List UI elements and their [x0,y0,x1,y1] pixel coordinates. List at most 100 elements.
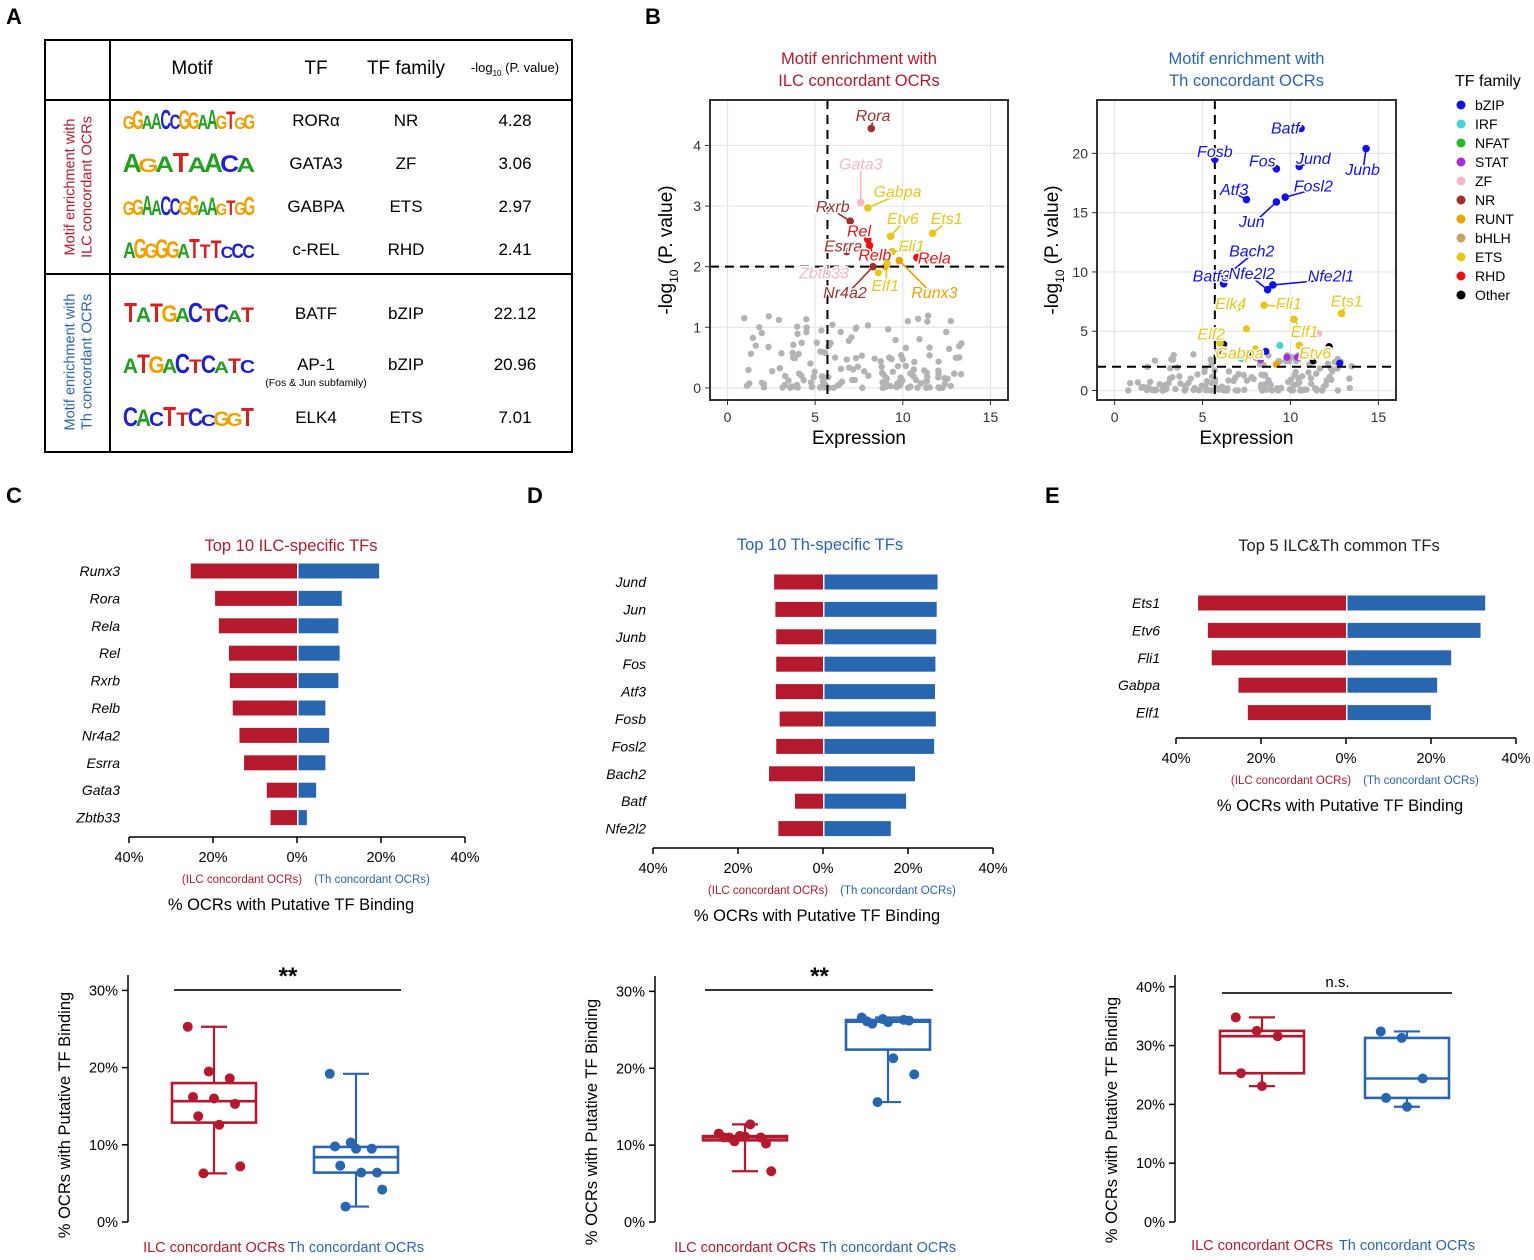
group-label-line: Th concordant OCRs [80,294,96,430]
tf-family: RHD [388,240,425,259]
point-gabpa [1251,345,1260,353]
background-point [914,315,922,323]
point-rora [867,124,876,133]
category-label: Jun [622,601,646,617]
logo-letter: C [240,357,255,377]
y-tick-label: 10% [616,1138,645,1154]
background-point [1316,365,1324,372]
data-point [1417,1073,1428,1084]
group-label: ILC concordant OCRs [674,1240,816,1256]
point-batf3 [1219,279,1228,288]
bar-th [824,629,937,645]
point-label: Ets1 [931,211,963,228]
legend-label: NR [1475,192,1495,208]
right-group-label: (Th concordant OCRs) [1363,775,1479,787]
data-point [761,1138,771,1149]
y-tick-label: 0 [693,380,701,396]
logo-letter: C [160,190,171,221]
logo-letter: A [155,153,174,178]
x-tick-label: 0% [287,850,308,866]
x-tick-label: 20% [893,861,922,877]
background-point [947,382,954,390]
header-motif: Motif [171,58,213,79]
logo-letter: G [244,193,256,221]
tf-family: bZIP [388,304,424,323]
background-point [923,384,930,392]
background-point [818,327,825,334]
background-point [1346,384,1353,392]
logo-letter: A [198,111,209,134]
category-label: Jund [615,574,648,590]
point-label: Relb [858,248,891,265]
background-point [1176,373,1183,380]
background-point [749,334,757,342]
bar-th [298,727,330,743]
category-label: Fos [623,656,646,672]
point-gata3 [856,198,865,207]
category-label: Rxrb [90,673,120,689]
group-label: Th concordant OCRs [1339,1238,1475,1254]
tf-name: GABPA [287,197,345,216]
background-point [914,384,921,391]
y-tick-label: 10% [1136,1156,1165,1172]
background-point [1147,386,1155,393]
p-value: 22.12 [494,304,537,323]
legend-label: bHLH [1475,230,1511,246]
legend-item: Other [1456,287,1510,303]
x-tick-label: 10 [1283,409,1299,425]
y-tick-label: 4 [693,137,701,153]
box-group [844,1012,932,1108]
legend-swatch [1456,138,1466,148]
data-point [230,1098,240,1109]
logo-letter: A [142,190,153,221]
logo-letter: A [236,154,255,177]
legend-item: NR [1456,192,1495,208]
point-label: Gata3 [839,157,883,174]
bar-th [298,755,326,771]
bar-ilc [1211,650,1346,666]
background-point [831,354,839,361]
logo-letter: G [188,190,200,221]
legend-label: Other [1475,287,1510,303]
category-label: Elf1 [1136,705,1160,721]
point-label: Bach2 [1229,244,1274,261]
legend-swatch [1456,214,1466,224]
point-jund [1295,162,1304,171]
family-point [1309,357,1317,365]
logo-letter: G [132,196,144,221]
logo-letter: A [123,148,142,178]
background-point [1207,387,1214,394]
left-group-label: (ILC concordant OCRs) [708,885,828,897]
background-point [800,377,807,384]
logo-letter: G [166,238,180,264]
logo-letter: T [241,403,254,432]
y-tick-label: 10% [89,1138,118,1154]
point-label: Jund [1295,151,1332,168]
p-value: 2.97 [498,197,531,216]
y-tick-label: 20% [616,1061,645,1077]
logo-letter: T [228,355,241,378]
legend-item: RHD [1456,268,1505,284]
point-rela [913,253,921,262]
point-bach2 [1219,274,1228,282]
point-fosl2 [1281,193,1289,202]
data-point [340,1201,351,1212]
x-axis-label: % OCRs with Putative TF Binding [694,907,940,925]
y-tick-label: 30% [89,983,118,999]
box [1363,1036,1451,1100]
bar-ilc [215,590,297,606]
legend-item: ZF [1456,173,1492,189]
point-fli1 [1260,301,1268,309]
chart-title: Th concordant OCRs [1169,72,1324,90]
x-tick-label: 20% [198,850,227,866]
point-fli1 [888,247,897,256]
background-point [1230,377,1237,385]
y-tick-label: 0% [1144,1215,1165,1231]
background-point [899,356,906,363]
background-point [1313,387,1320,394]
background-point [790,341,797,349]
legend-item: IRF [1456,116,1498,132]
bar-ilc [218,618,297,634]
background-point [1166,365,1174,372]
background-point [1348,363,1355,370]
